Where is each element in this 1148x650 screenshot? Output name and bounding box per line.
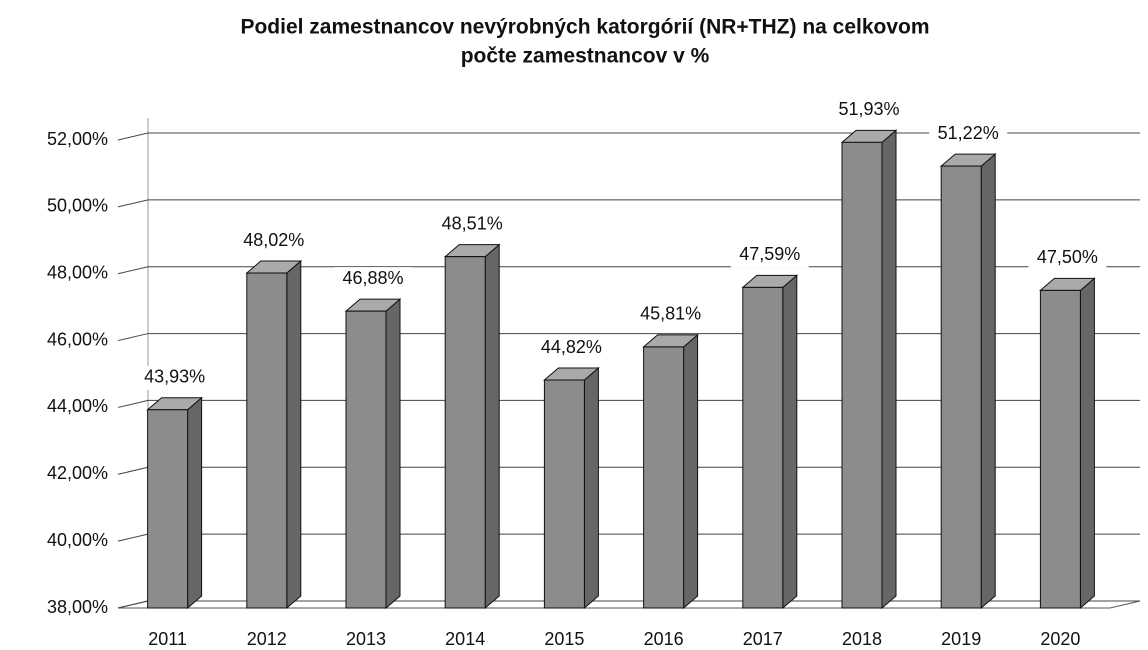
bar [246,272,288,609]
chart-title: počte zamestnancov v % [461,45,710,68]
value-label: 48,02% [243,230,304,250]
chart-title: Podiel zamestnancov nevýrobných katorgór… [240,16,929,39]
x-tick-label: 2020 [1040,629,1080,649]
x-tick-label: 2013 [346,629,386,649]
bar-side [683,333,699,610]
bar-side [782,274,798,610]
x-tick-label: 2014 [445,629,485,649]
bar-side [1079,277,1095,610]
value-label: 48,51% [442,213,503,233]
x-tick-label: 2011 [148,629,187,649]
y-tick-label: 46,00% [47,329,108,349]
value-label: 51,22% [938,123,999,143]
bar [147,409,189,609]
bar-side [484,243,500,610]
grid-line [117,266,1140,275]
bar-side [583,366,599,610]
value-label-bg [830,98,908,123]
x-tick-label: 2019 [941,629,981,649]
y-tick-label: 42,00% [47,463,108,483]
value-label-bg [334,267,412,292]
y-tick-label: 48,00% [47,262,108,282]
y-tick-label: 40,00% [47,530,108,550]
bar-side [187,396,203,610]
bar [345,310,387,609]
value-label-bg [929,122,1008,147]
bar-side [881,129,897,610]
grid-line [117,199,1140,208]
y-tick-label: 44,00% [47,396,108,416]
bar [643,346,685,609]
y-tick-label: 52,00% [47,129,108,149]
value-label: 47,50% [1037,247,1098,267]
x-tick-label: 2017 [743,629,783,649]
bar [742,286,784,609]
bar-side [980,152,996,610]
value-label-bg [532,336,611,361]
value-label: 47,59% [739,244,800,264]
bar-side [286,259,302,610]
x-tick-label: 2016 [644,629,684,649]
grid-line [117,399,1140,408]
value-label-bg [234,229,313,254]
bar [1039,289,1081,609]
bar [444,256,486,609]
value-label-bg [433,212,512,237]
y-tick-label: 50,00% [47,196,108,216]
x-tick-label: 2015 [544,629,584,649]
x-tick-label: 2018 [842,629,882,649]
grid-line [117,333,1140,342]
bar [841,141,883,609]
value-label: 44,82% [541,337,602,357]
bar-side [385,298,401,610]
value-label: 51,93% [838,99,899,119]
x-tick-label: 2012 [247,629,287,649]
value-label: 43,93% [144,367,205,387]
grid-line [117,132,1140,141]
bar [543,379,585,609]
value-label-bg [730,243,809,268]
value-label: 45,81% [640,304,701,324]
value-label: 46,88% [342,268,403,288]
value-label-bg [135,365,214,390]
value-label-bg [1028,246,1107,271]
y-tick-label: 38,00% [47,597,108,617]
bar [940,165,982,609]
value-label-bg [631,302,710,327]
